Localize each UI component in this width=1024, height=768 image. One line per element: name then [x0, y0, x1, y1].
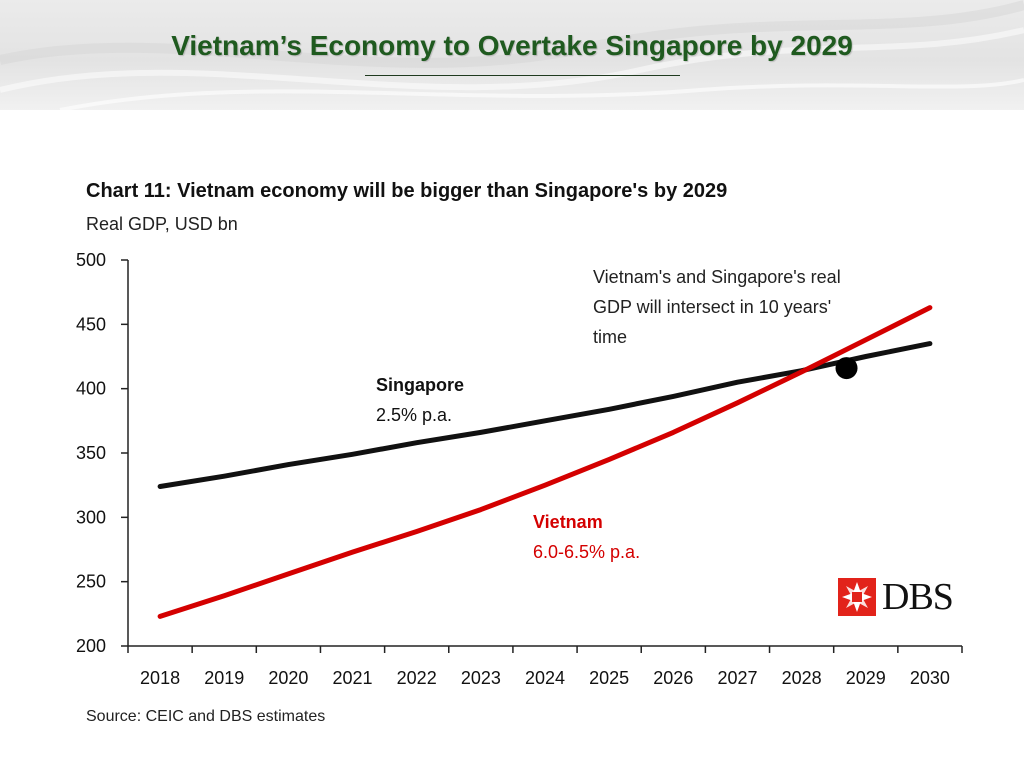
intersection-point	[835, 357, 858, 380]
dbs-logo-text: DBS	[882, 576, 954, 618]
x-tick-label: 2028	[782, 668, 822, 688]
y-tick-label: 400	[76, 379, 106, 399]
x-tick-label: 2021	[333, 668, 373, 688]
vietnam-growth: 6.0-6.5% p.a.	[533, 542, 641, 562]
banner-texture	[0, 0, 1024, 110]
y-tick-label: 300	[76, 507, 106, 527]
x-tick-label: 2018	[140, 668, 180, 688]
x-tick-label: 2019	[204, 668, 244, 688]
singapore-name: Singapore	[376, 375, 465, 395]
source-note: Source: CEIC and DBS estimates	[86, 708, 326, 725]
x-tick-label: 2023	[461, 668, 501, 688]
x-tick-label: 2029	[846, 668, 886, 688]
page-title: Vietnam’s Economy to Overtake Singapore …	[171, 30, 853, 61]
y-tick-label: 350	[76, 443, 106, 463]
x-tick-label: 2026	[653, 668, 693, 688]
y-tick-label: 250	[76, 572, 106, 592]
y-tick-label: 200	[76, 636, 106, 656]
x-tick-label: 2027	[717, 668, 757, 688]
chart-title: Chart 11: Vietnam economy will be bigger…	[86, 180, 728, 202]
x-tick-label: 2020	[268, 668, 308, 688]
x-tick-label: 2022	[397, 668, 437, 688]
y-tick-label: 500	[76, 250, 106, 270]
header-banner	[0, 0, 1024, 110]
dbs-star-icon	[838, 578, 876, 616]
dbs-logo: DBS	[838, 576, 954, 618]
series-line-vietnam	[157, 305, 933, 619]
x-tick-label: 2030	[910, 668, 950, 688]
singapore-label: Singapore 2.5% p.a.	[376, 370, 464, 430]
intersection-annotation: Vietnam's and Singapore's real GDP will …	[593, 267, 841, 347]
x-tick-label: 2025	[589, 668, 629, 688]
vietnam-name: Vietnam	[533, 512, 603, 532]
chart-subtitle: Real GDP, USD bn	[86, 214, 238, 234]
y-tick-label: 450	[76, 314, 106, 334]
title-underline	[365, 75, 680, 76]
x-tick-label: 2024	[525, 668, 565, 688]
singapore-growth: 2.5% p.a.	[376, 405, 453, 425]
vietnam-label: Vietnam 6.0-6.5% p.a.	[533, 507, 640, 567]
